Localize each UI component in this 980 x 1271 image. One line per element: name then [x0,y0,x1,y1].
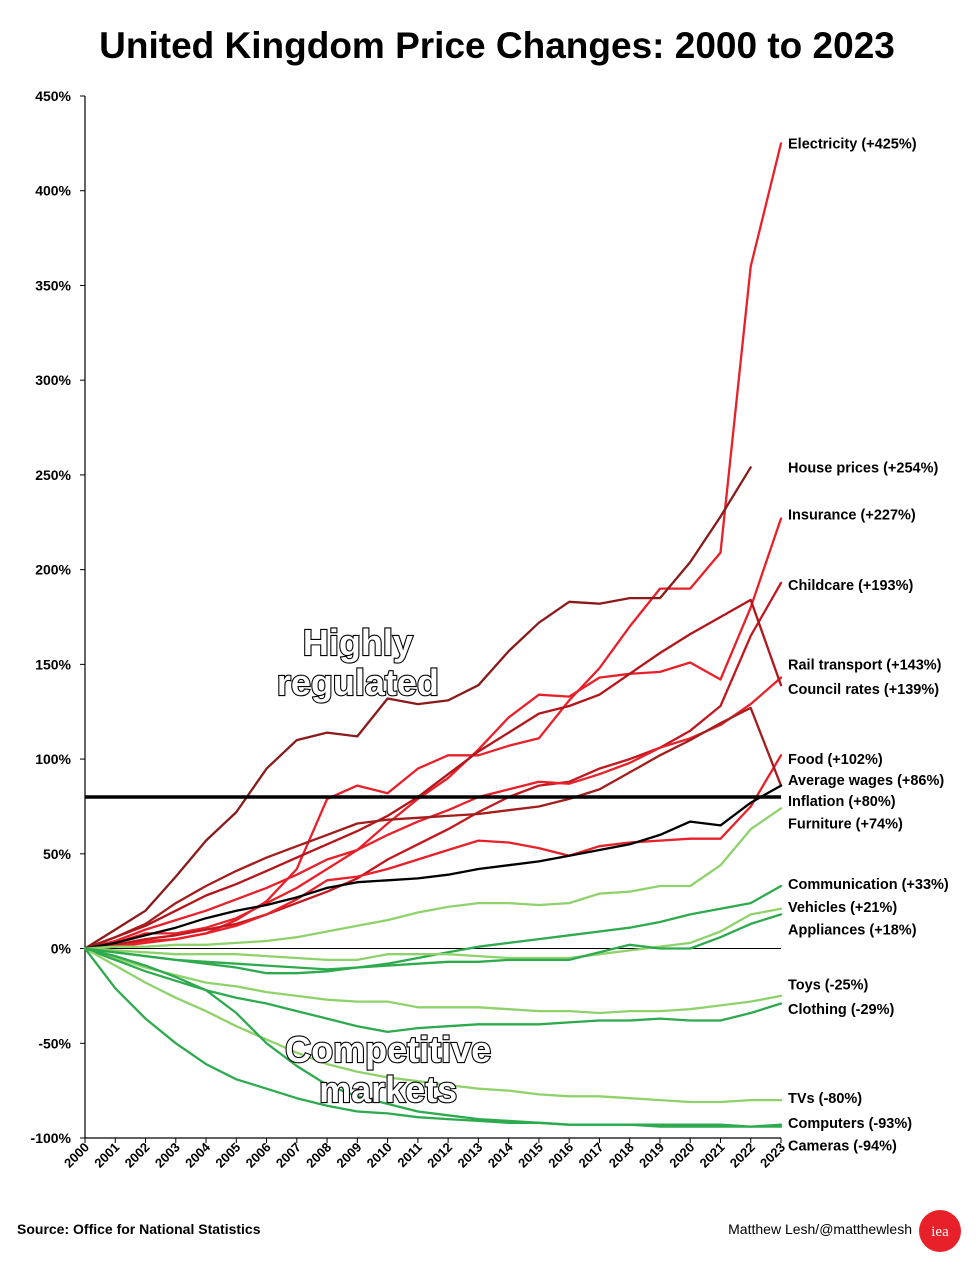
chart-title: United Kingdom Price Changes: 2000 to 20… [99,25,895,66]
series-label: Computers (-93%) [788,1116,912,1132]
series-label: Communication (+33%) [788,877,949,893]
y-tick-label: 100% [35,751,71,767]
series-label: Vehicles (+21%) [788,900,897,916]
y-tick-label: 200% [35,562,71,578]
series-label: Clothing (-29%) [788,1002,894,1018]
y-tick-label: 150% [35,656,71,672]
x-tick-label: 2011 [394,1140,425,1171]
series-line [83,947,783,1128]
x-tick-label: 2010 [364,1140,395,1171]
series-line [83,907,783,962]
x-tick-label: 2004 [182,1139,214,1171]
x-tick-label: 2008 [303,1140,334,1171]
x-tick-label: 2022 [727,1140,758,1171]
x-tick-label: 2017 [575,1140,606,1171]
y-tick-label: 50% [43,846,72,862]
y-tick-label: -100% [31,1130,72,1146]
y-tick-label: 450% [35,88,71,104]
series-label: Food (+102%) [788,752,883,768]
series-label: Appliances (+18%) [788,923,917,939]
annotation-text: markets [319,1069,457,1110]
source-note: Source: Office for National Statistics [17,1221,261,1237]
x-tick-label: 2016 [545,1140,576,1171]
series-line [83,706,783,950]
series-line [83,676,783,950]
x-tick-label: 2012 [424,1140,455,1171]
y-tick-label: 0% [51,941,72,957]
x-tick-label: 2015 [515,1140,546,1171]
series-label: Rail transport (+143%) [788,657,942,673]
x-tick-label: 2003 [152,1140,183,1171]
series-line [83,581,783,950]
x-tick-label: 2018 [606,1140,637,1171]
series-label: Toys (-25%) [788,978,868,994]
x-tick-label: 2023 [757,1140,788,1171]
x-tick-label: 2021 [697,1140,728,1171]
series-label: Inflation (+80%) [788,794,896,810]
series-line [83,947,783,1015]
annotation-text: Highly [303,622,413,663]
y-tick-label: 350% [35,277,71,293]
series-line [83,947,783,1128]
x-tick-label: 2001 [91,1140,122,1171]
x-tick-label: 2005 [212,1140,243,1171]
author-credit: Matthew Lesh/@matthewlesh [728,1221,912,1237]
series-line [83,913,783,971]
series-line [83,947,783,1104]
x-tick-label: 2006 [243,1140,274,1171]
series-label: TVs (-80%) [788,1091,862,1107]
iea-logo-circle [919,1210,961,1252]
series-label: Average wages (+86%) [788,773,944,789]
x-tick-label: 2014 [485,1139,517,1171]
series-line [83,466,752,950]
x-tick-label: 2013 [454,1140,485,1171]
y-tick-label: 300% [35,372,71,388]
series-line [83,807,783,950]
x-tick-label: 2007 [273,1140,304,1171]
y-tick-label: -50% [38,1035,71,1051]
y-tick-label: 250% [35,467,71,483]
annotation-text: Competitive [285,1029,491,1070]
x-tick-label: 2002 [122,1140,153,1171]
x-tick-label: 2020 [666,1140,697,1171]
series-label: Council rates (+139%) [788,682,939,698]
series-line [83,784,783,950]
annotation-text: regulated [277,662,439,703]
series-line [83,754,783,950]
series-label: Cameras (-94%) [788,1139,897,1155]
series-labels: Electricity (+425%) House prices (+254%) I… [788,136,949,1154]
series-line [83,517,783,950]
series-line [83,598,783,950]
y-tick-label: 400% [35,183,71,199]
series-lines [83,142,783,1128]
iea-logo-text: iea [931,1224,949,1240]
x-tick-label: 2009 [333,1140,364,1171]
series-label: Furniture (+74%) [788,817,903,833]
series-label: House prices (+254%) [788,460,938,476]
iea-logo: iea [919,1210,961,1252]
x-tick-label: 2019 [636,1140,667,1171]
series-label: Electricity (+425%) [788,136,917,152]
series-label: Insurance (+227%) [788,508,916,524]
series-label: Childcare (+193%) [788,578,913,594]
